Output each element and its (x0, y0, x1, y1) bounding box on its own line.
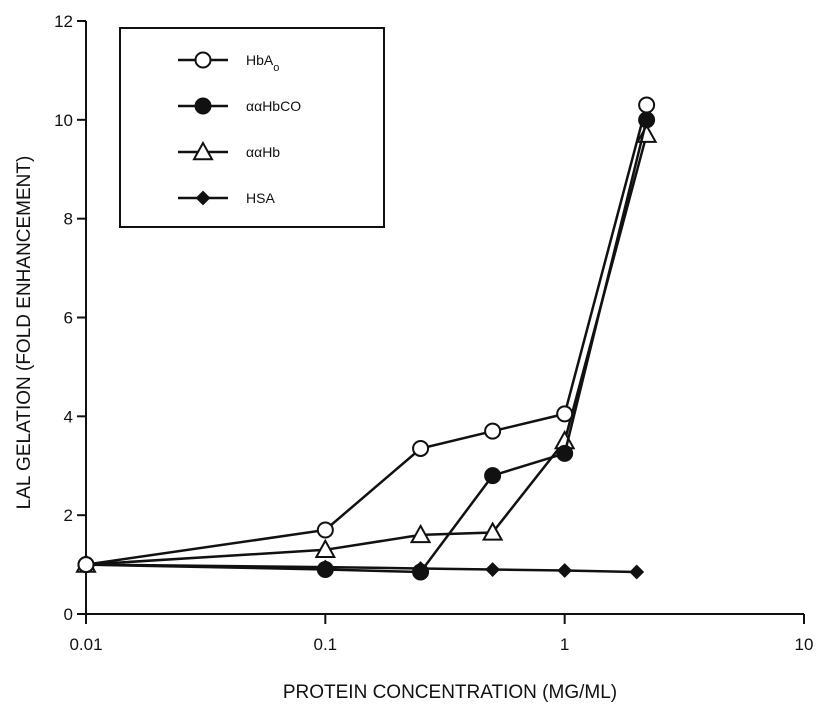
legend-box (119, 27, 385, 228)
data-point (316, 521, 334, 539)
data-point (412, 439, 430, 457)
data-point (77, 556, 95, 574)
axes: 0 2 4 6 8 10 12 0.01 0.1 1 10 (54, 12, 813, 654)
data-point (556, 444, 574, 462)
data-point (629, 564, 645, 580)
data-point (484, 467, 502, 485)
data-point (412, 563, 430, 581)
y-tick-label: 4 (64, 407, 73, 426)
series-1 (77, 111, 656, 581)
y-tick-label: 0 (64, 605, 73, 624)
data-point (485, 562, 501, 577)
y-tick-label: 12 (54, 12, 73, 31)
series-line (85, 134, 648, 566)
data-point (556, 405, 574, 423)
legend-label: ααHbCO (246, 98, 301, 114)
y-tick-label: 6 (64, 309, 73, 328)
series-line (85, 104, 648, 566)
legend-marker (192, 140, 214, 161)
y-tick-label: 2 (64, 506, 73, 525)
x-tick-label: 0.1 (314, 635, 338, 654)
data-point (484, 422, 502, 440)
legend-item: ααHbCO (178, 97, 301, 115)
data-point (409, 523, 432, 544)
legend-marker (195, 190, 211, 206)
y-tick-label: 8 (64, 210, 73, 229)
legend-item: HSA (178, 190, 275, 206)
legend-label: HSA (246, 190, 275, 206)
y-axis-title: LAL GELATION (FOLD ENHANCEMENT) (14, 156, 35, 510)
data-point (557, 563, 573, 578)
series-line (85, 563, 637, 574)
series-layer (75, 96, 658, 581)
data-point (638, 96, 656, 114)
x-axis-title: PROTEIN CONCENTRATION (MG/ML) (283, 682, 617, 703)
x-tick-label: 0.01 (69, 635, 102, 654)
legend-marker (194, 97, 212, 115)
data-point (316, 561, 334, 579)
series-2 (75, 123, 658, 573)
legend-marker (194, 51, 212, 69)
y-tick-label: 10 (54, 111, 73, 130)
series-0 (77, 96, 656, 574)
legend-label: ααHb (246, 144, 280, 160)
series-line (85, 119, 648, 574)
legend-item: ααHb (178, 140, 280, 161)
series-3 (78, 557, 645, 580)
x-tick-label: 1 (560, 635, 569, 654)
data-point (314, 538, 337, 558)
x-tick-label: 10 (795, 635, 814, 654)
data-point (481, 521, 504, 541)
